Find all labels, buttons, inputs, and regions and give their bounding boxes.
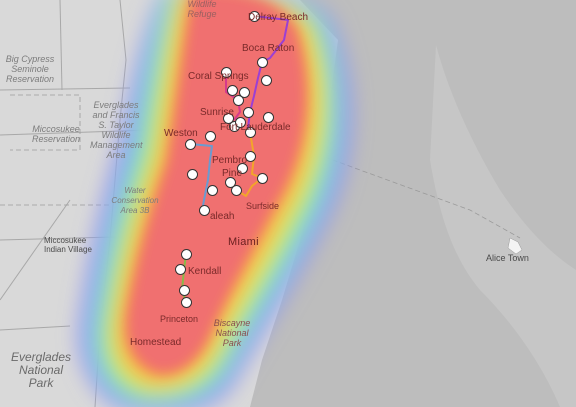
label-hialeah: aleah bbox=[210, 211, 235, 222]
marker-pines-4[interactable] bbox=[186, 168, 198, 180]
marker-pembroke-2[interactable] bbox=[236, 162, 248, 174]
marker-coral-springs-5[interactable] bbox=[242, 106, 254, 118]
label-surfside: Surfside bbox=[246, 201, 280, 211]
label-miccosukee-village: Miccosukee Indian Village bbox=[44, 236, 92, 254]
marker-hialeah-1[interactable] bbox=[224, 176, 236, 188]
bank-shelf bbox=[430, 45, 576, 407]
label-boca-raton: Boca Raton bbox=[242, 43, 295, 54]
label-pembroke: Pembro bbox=[212, 155, 248, 166]
marker-pines-1[interactable] bbox=[256, 172, 268, 184]
marker-hialeah-2[interactable] bbox=[198, 204, 210, 216]
marker-coral-springs-1[interactable] bbox=[220, 66, 232, 78]
label-homestead: Homestead bbox=[130, 337, 182, 348]
label-sunrise: Sunrise bbox=[200, 107, 234, 118]
marker-pines-2[interactable] bbox=[230, 184, 242, 196]
label-alice-town: Alice Town bbox=[486, 253, 529, 263]
marker-boca[interactable] bbox=[256, 56, 268, 68]
label-fort-lauderdale: Fort Lauderdale bbox=[220, 122, 291, 133]
marker-weston-1[interactable] bbox=[204, 130, 216, 142]
label-water-conservation: Water Conservation Area 3B bbox=[111, 186, 159, 215]
marker-coral-springs-2[interactable] bbox=[226, 84, 238, 96]
label-coral-springs: Coral Springs bbox=[188, 71, 249, 82]
marker-homestead[interactable] bbox=[180, 296, 192, 308]
label-big-cypress: Big Cypress Seminole Reservation bbox=[5, 54, 55, 84]
marker-coral-springs-3[interactable] bbox=[238, 86, 250, 98]
marker-pines-3[interactable] bbox=[206, 184, 218, 196]
label-everglades-national-park: Everglades National Park bbox=[10, 350, 72, 390]
island-shape bbox=[507, 237, 523, 255]
marker-pembroke-1[interactable] bbox=[244, 150, 256, 162]
marker-sunrise-1[interactable] bbox=[222, 112, 234, 124]
label-princeton: Princeton bbox=[160, 314, 199, 324]
marker-fort-lauderdale-2[interactable] bbox=[262, 111, 274, 123]
marker-kendall-1[interactable] bbox=[180, 248, 192, 260]
label-biscayne-park: Biscayne National Park bbox=[213, 318, 251, 348]
marker-kendall-3[interactable] bbox=[178, 284, 190, 296]
label-miami: Miami bbox=[228, 236, 259, 248]
marker-delray[interactable] bbox=[248, 10, 260, 22]
marker-fort-lauderdale-1[interactable] bbox=[244, 126, 256, 138]
label-pines: Pine bbox=[222, 168, 243, 179]
marker-fort-lauderdale-3[interactable] bbox=[234, 116, 246, 128]
label-wildlife-refuge: Wildlife Refuge bbox=[187, 0, 217, 19]
label-delray-beach: Delray Beach bbox=[248, 12, 309, 23]
label-everglades-taylor: Everglades and Francis S. Taylor Wildlif… bbox=[90, 100, 143, 160]
label-weston: Weston bbox=[164, 128, 198, 139]
label-miccosukee-reservation: Miccosukee Reservation bbox=[31, 124, 81, 144]
marker-weston-2[interactable] bbox=[184, 138, 196, 150]
label-kendall: Kendall bbox=[188, 266, 222, 277]
marker-kendall-2[interactable] bbox=[174, 263, 186, 275]
marker-boca-south[interactable] bbox=[260, 74, 272, 86]
marker-coral-springs-4[interactable] bbox=[232, 94, 244, 106]
